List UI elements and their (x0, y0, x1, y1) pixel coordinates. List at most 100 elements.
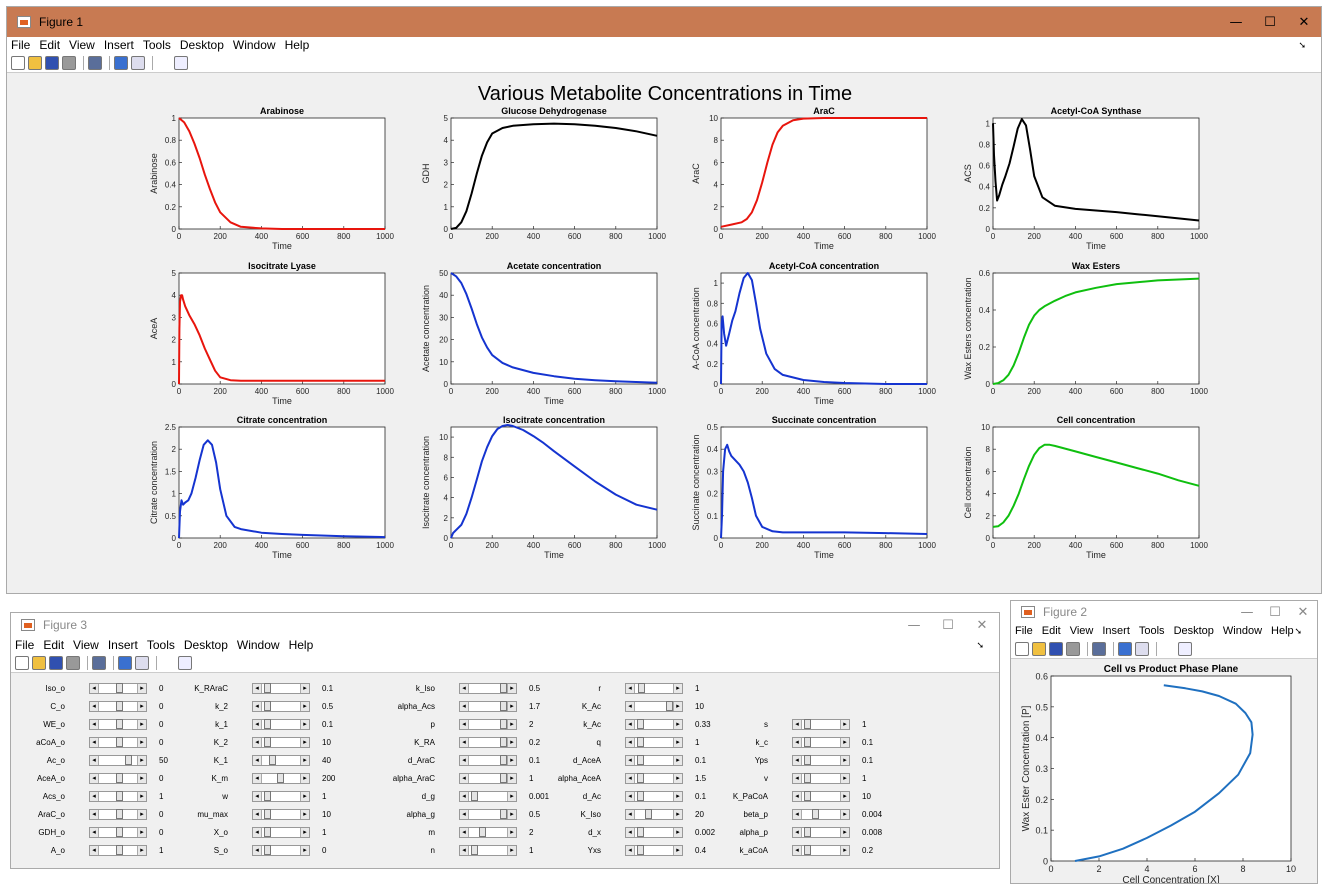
slider-thumb[interactable] (478, 827, 486, 837)
slider-left-arrow-icon[interactable]: ◂ (793, 828, 802, 837)
slider-right-arrow-icon[interactable]: ▸ (137, 792, 146, 801)
menu-edit[interactable]: Edit (43, 638, 65, 652)
slider-track[interactable] (262, 701, 300, 711)
slider-track[interactable] (99, 755, 137, 765)
slider-right-arrow-icon[interactable]: ▸ (840, 828, 849, 837)
minimize-icon[interactable]: — (907, 617, 921, 633)
menu-insert[interactable]: Insert (103, 38, 134, 52)
slider-thumb[interactable] (115, 827, 123, 837)
slider-track[interactable] (262, 737, 300, 747)
slider-left-arrow-icon[interactable]: ◂ (793, 774, 802, 783)
save-icon[interactable] (49, 655, 63, 670)
slider-track[interactable] (635, 773, 673, 783)
slider-thumb[interactable] (803, 773, 811, 783)
slider-right-arrow-icon[interactable]: ▸ (840, 792, 849, 801)
param-slider[interactable]: ◂ ▸ (459, 773, 517, 784)
slider-track[interactable] (802, 809, 840, 819)
slider-left-arrow-icon[interactable]: ◂ (460, 738, 469, 747)
slider-right-arrow-icon[interactable]: ▸ (300, 702, 309, 711)
property-inspector-icon[interactable] (1178, 641, 1192, 656)
slider-left-arrow-icon[interactable]: ◂ (253, 684, 262, 693)
slider-track[interactable] (99, 773, 137, 783)
new-figure-icon[interactable] (15, 655, 29, 670)
subplot-8[interactable]: 0 200 400 600 800 1000 0 0.5 1 1.5 2 2.5 Citrate con… (149, 415, 394, 560)
slider-track[interactable] (99, 683, 137, 693)
minimize-icon[interactable]: — (1240, 604, 1254, 620)
slider-left-arrow-icon[interactable]: ◂ (460, 846, 469, 855)
slider-thumb[interactable] (263, 791, 271, 801)
param-slider[interactable]: ◂ ▸ (625, 827, 683, 838)
slider-left-arrow-icon[interactable]: ◂ (90, 738, 99, 747)
menu-window[interactable]: Window (1222, 625, 1263, 637)
slider-right-arrow-icon[interactable]: ▸ (507, 828, 516, 837)
slider-thumb[interactable] (636, 755, 644, 765)
menu-overflow-icon[interactable]: ➘ (1294, 625, 1302, 636)
slider-left-arrow-icon[interactable]: ◂ (90, 756, 99, 765)
slider-left-arrow-icon[interactable]: ◂ (90, 828, 99, 837)
param-slider[interactable]: ◂ ▸ (252, 827, 310, 838)
slider-left-arrow-icon[interactable]: ◂ (793, 738, 802, 747)
slider-thumb[interactable] (263, 845, 271, 855)
print-icon[interactable] (62, 55, 76, 70)
param-slider[interactable]: ◂ ▸ (459, 755, 517, 766)
menu-edit[interactable]: Edit (1041, 625, 1061, 637)
slider-left-arrow-icon[interactable]: ◂ (253, 846, 262, 855)
slider-track[interactable] (99, 719, 137, 729)
slider-right-arrow-icon[interactable]: ▸ (840, 738, 849, 747)
pointer-icon[interactable] (157, 55, 171, 70)
slider-right-arrow-icon[interactable]: ▸ (840, 720, 849, 729)
slider-right-arrow-icon[interactable]: ▸ (673, 702, 682, 711)
menu-insert[interactable]: Insert (107, 638, 138, 652)
slider-thumb[interactable] (803, 755, 811, 765)
slider-right-arrow-icon[interactable]: ▸ (673, 684, 682, 693)
slider-track[interactable] (469, 701, 508, 711)
slider-right-arrow-icon[interactable]: ▸ (300, 828, 309, 837)
slider-right-arrow-icon[interactable]: ▸ (137, 684, 146, 693)
slider-left-arrow-icon[interactable]: ◂ (626, 810, 635, 819)
close-icon[interactable]: ✕ (1297, 604, 1309, 620)
slider-track[interactable] (802, 845, 840, 855)
slider-thumb[interactable] (636, 737, 644, 747)
open-file-icon[interactable] (28, 55, 42, 70)
slider-thumb[interactable] (263, 719, 271, 729)
param-slider[interactable]: ◂ ▸ (89, 845, 147, 856)
slider-right-arrow-icon[interactable]: ▸ (300, 684, 309, 693)
slider-track[interactable] (635, 827, 673, 837)
slider-left-arrow-icon[interactable]: ◂ (253, 756, 262, 765)
slider-track[interactable] (262, 773, 300, 783)
param-slider[interactable]: ◂ ▸ (252, 755, 310, 766)
param-slider[interactable]: ◂ ▸ (89, 683, 147, 694)
slider-track[interactable] (262, 809, 300, 819)
param-slider[interactable]: ◂ ▸ (252, 701, 310, 712)
slider-thumb[interactable] (811, 809, 819, 819)
menu-file[interactable]: File (11, 38, 31, 52)
slider-left-arrow-icon[interactable]: ◂ (793, 846, 802, 855)
slider-right-arrow-icon[interactable]: ▸ (673, 810, 682, 819)
slider-track[interactable] (262, 791, 300, 801)
slider-track[interactable] (469, 773, 508, 783)
slider-thumb[interactable] (638, 683, 646, 693)
slider-left-arrow-icon[interactable]: ◂ (626, 738, 635, 747)
print-icon[interactable] (1066, 641, 1080, 656)
slider-thumb[interactable] (470, 791, 478, 801)
slider-left-arrow-icon[interactable]: ◂ (626, 774, 635, 783)
slider-thumb[interactable] (263, 683, 271, 693)
slider-track[interactable] (635, 809, 673, 819)
slider-left-arrow-icon[interactable]: ◂ (793, 810, 802, 819)
figure2-titlebar[interactable]: Figure 2 — ☐ ✕ (1011, 601, 1317, 623)
slider-right-arrow-icon[interactable]: ▸ (507, 846, 516, 855)
maximize-icon[interactable]: ☐ (1264, 14, 1276, 30)
subplot-4[interactable]: 0 200 400 600 800 1000 0 1 2 3 4 5 Isocitrate Lyase T… (149, 261, 394, 406)
param-slider[interactable]: ◂ ▸ (792, 755, 850, 766)
subplot-2[interactable]: 0 200 400 600 800 1000 0 2 4 6 8 10 AraC Time AraC (691, 106, 936, 251)
slider-right-arrow-icon[interactable]: ▸ (673, 828, 682, 837)
close-icon[interactable]: ✕ (1298, 14, 1310, 30)
slider-right-arrow-icon[interactable]: ▸ (840, 774, 849, 783)
slider-thumb[interactable] (500, 755, 508, 765)
slider-thumb[interactable] (636, 791, 644, 801)
pointer-icon[interactable] (1161, 641, 1175, 656)
param-slider[interactable]: ◂ ▸ (625, 809, 683, 820)
slider-track[interactable] (99, 845, 137, 855)
param-slider[interactable]: ◂ ▸ (792, 791, 850, 802)
open-file-icon[interactable] (1032, 641, 1046, 656)
